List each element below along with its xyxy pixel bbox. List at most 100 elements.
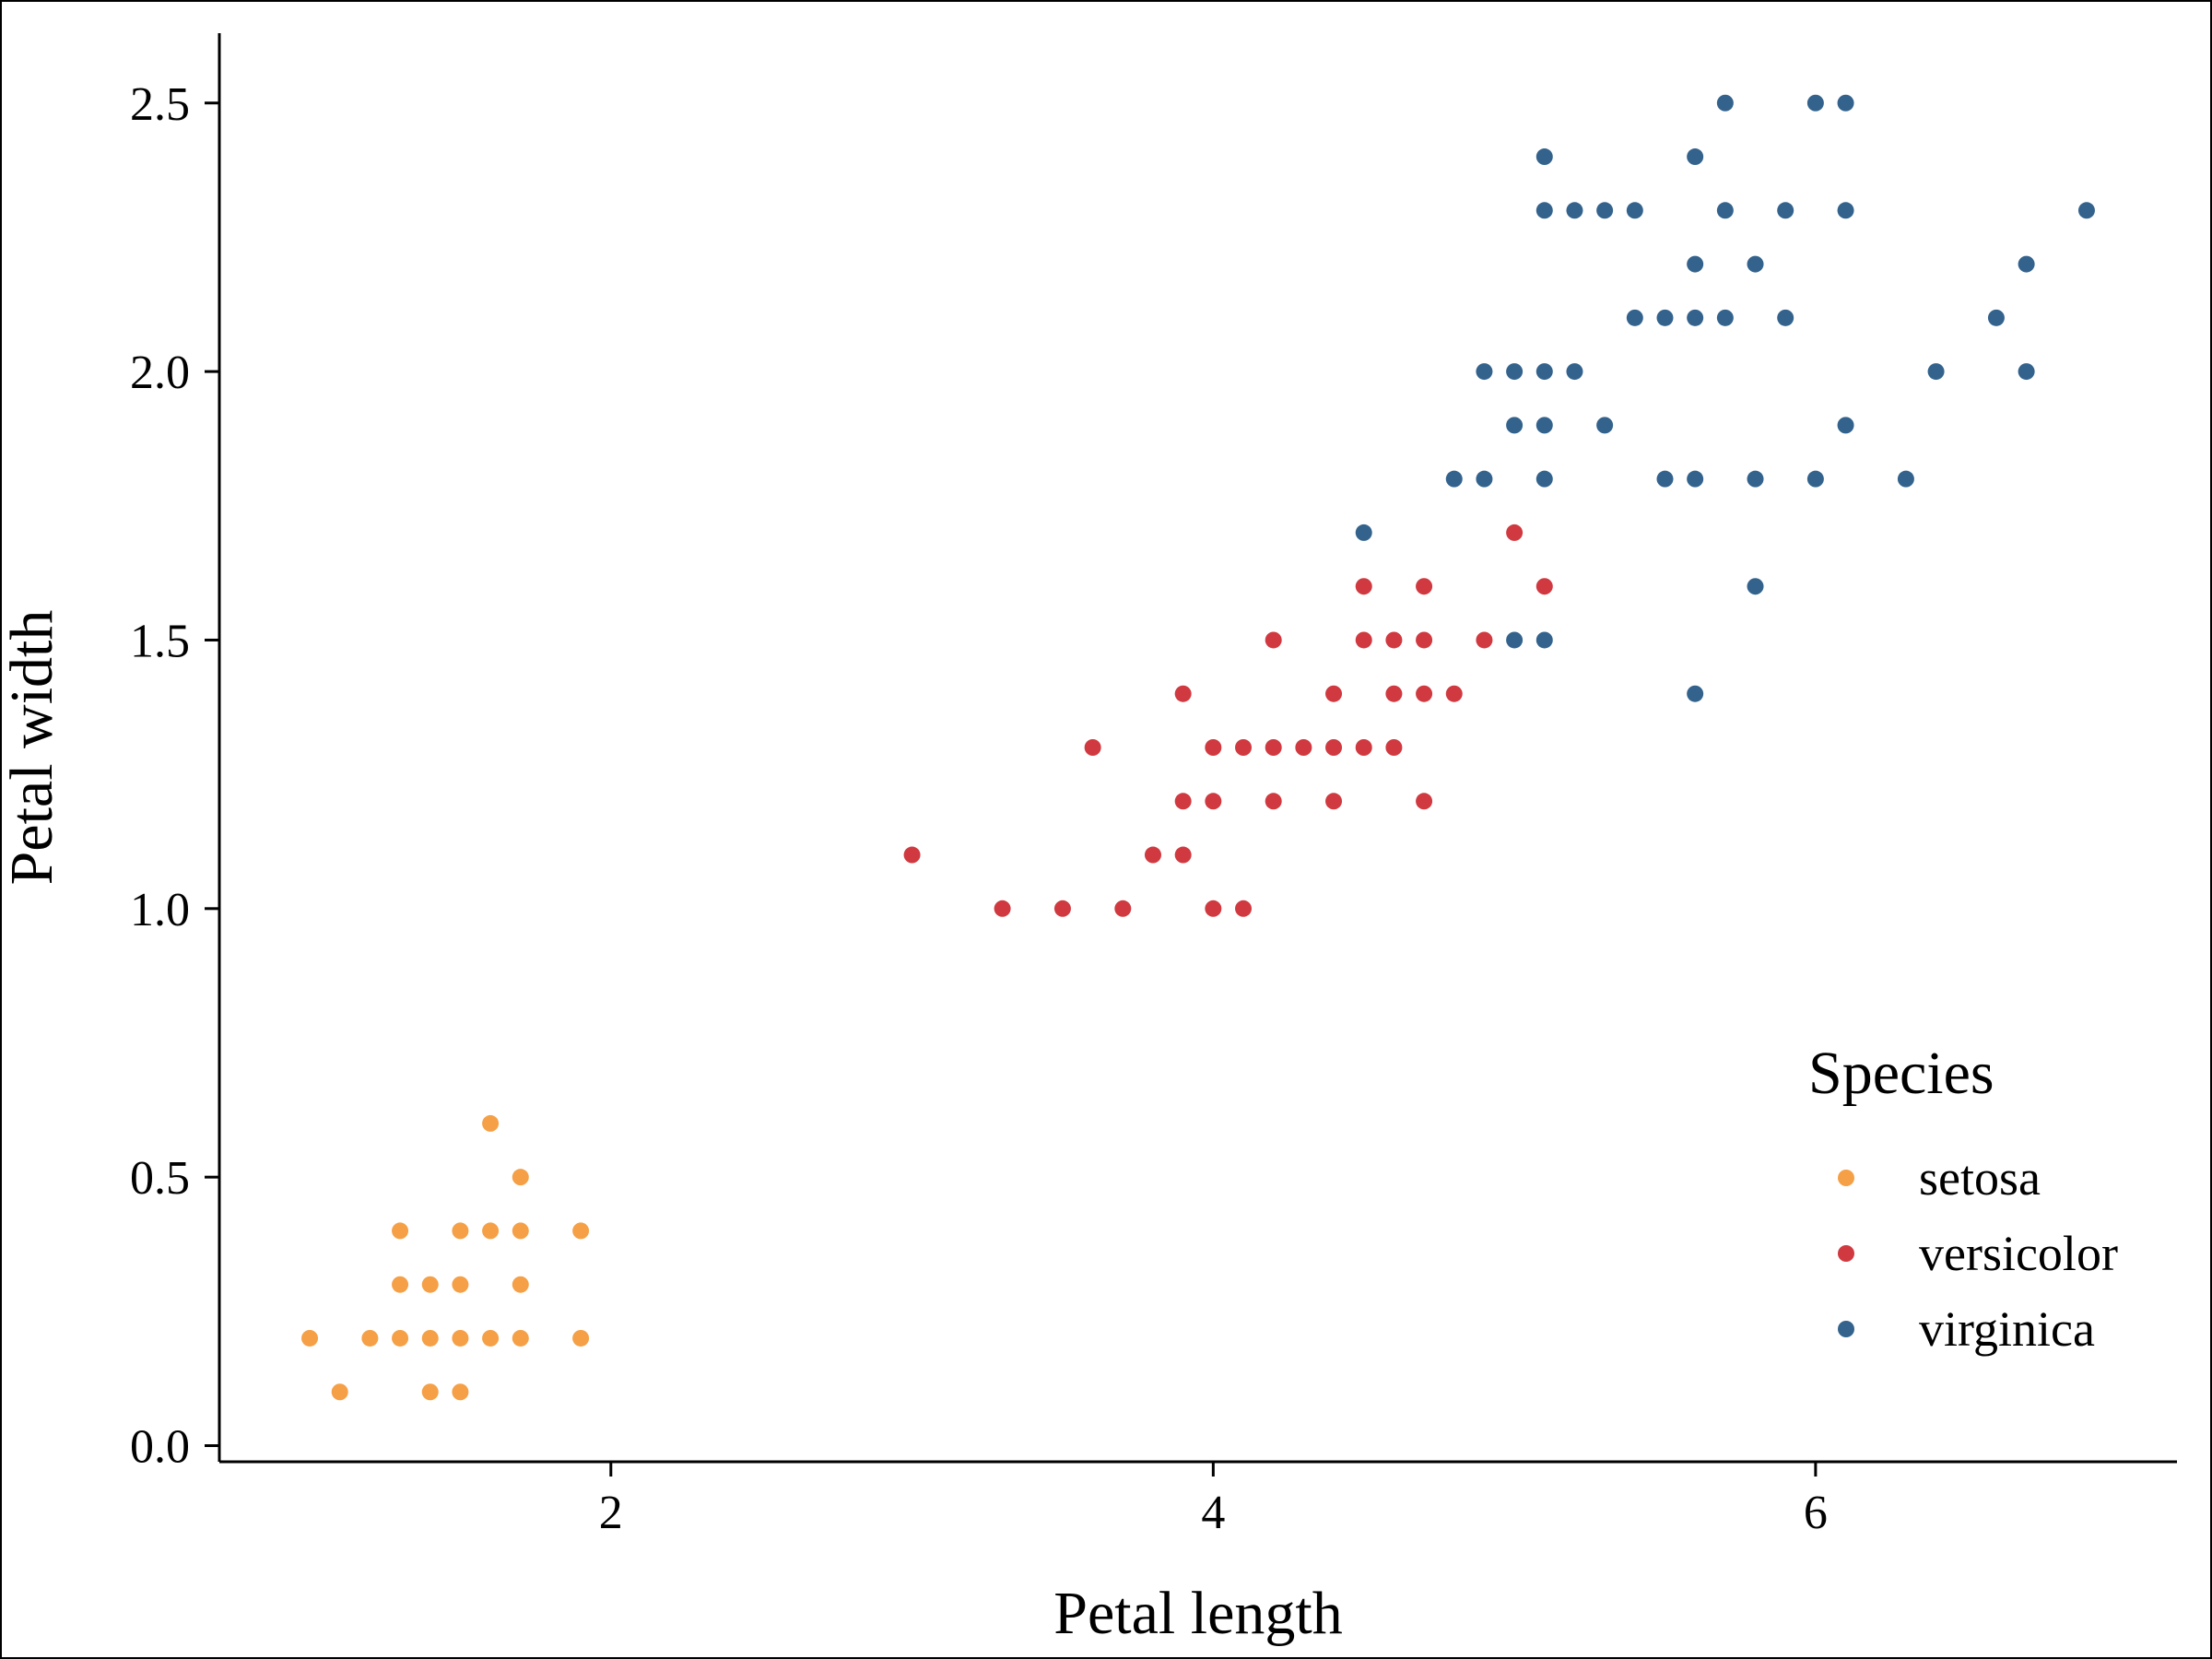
data-point [1385, 631, 1403, 649]
data-point [1385, 685, 1403, 702]
data-point [1656, 470, 1674, 488]
data-point [452, 1329, 469, 1347]
data-point [1385, 739, 1403, 756]
data-point [1806, 470, 1824, 488]
data-point [1535, 470, 1553, 488]
y-tick-label: 2.5 [130, 78, 190, 131]
data-point [1777, 202, 1794, 219]
data-point [361, 1329, 379, 1347]
data-point [301, 1329, 319, 1347]
data-point [1445, 685, 1463, 702]
x-axis-title: Petal length [1053, 1580, 1342, 1647]
data-point [1535, 202, 1553, 219]
data-point [512, 1329, 529, 1347]
data-point [1325, 739, 1343, 756]
data-point [1687, 148, 1704, 166]
data-point [421, 1329, 439, 1347]
data-point [1687, 255, 1704, 273]
data-point [1416, 685, 1433, 702]
legend-label-versicolor: versicolor [1919, 1226, 2118, 1281]
data-point [452, 1222, 469, 1240]
data-point [1837, 202, 1854, 219]
y-tick-label: 0.0 [130, 1421, 190, 1474]
legend-title: Species [1808, 1040, 1994, 1107]
data-point [1265, 793, 1282, 810]
series-virginica [1355, 94, 2095, 702]
data-point [392, 1276, 409, 1293]
data-point [1476, 631, 1493, 649]
data-point [452, 1276, 469, 1293]
data-point [1205, 900, 1222, 917]
data-point [1144, 846, 1161, 864]
data-point [1716, 94, 1734, 112]
data-point [482, 1114, 500, 1132]
data-point [331, 1383, 348, 1401]
data-point [1205, 739, 1222, 756]
data-point [1535, 417, 1553, 434]
data-point [1476, 470, 1493, 488]
data-point [512, 1276, 529, 1293]
data-point [1506, 524, 1524, 541]
data-point [1837, 94, 1854, 112]
data-point [1596, 202, 1614, 219]
data-point [452, 1383, 469, 1401]
data-point [1265, 631, 1282, 649]
data-point [512, 1222, 529, 1240]
data-point [1837, 417, 1854, 434]
data-point [1174, 846, 1192, 864]
data-point [392, 1329, 409, 1347]
data-point [2077, 202, 2095, 219]
data-point [1897, 470, 1914, 488]
data-point [1716, 202, 1734, 219]
data-point [994, 900, 1011, 917]
data-point [1747, 255, 1764, 273]
data-point [1506, 417, 1524, 434]
data-point [1777, 309, 1794, 326]
data-point [482, 1222, 500, 1240]
data-point [1506, 631, 1524, 649]
x-tick-label: 6 [1804, 1487, 1828, 1539]
data-point [421, 1383, 439, 1401]
legend-key-setosa [1838, 1170, 1854, 1186]
data-point [1535, 363, 1553, 381]
data-point [1416, 793, 1433, 810]
legend-key-virginica [1838, 1321, 1854, 1337]
data-point [1806, 94, 1824, 112]
data-point [2018, 255, 2035, 273]
x-tick-label: 2 [599, 1487, 623, 1539]
data-point [1476, 363, 1493, 381]
x-tick-label: 4 [1201, 1487, 1225, 1539]
y-tick-label: 1.0 [130, 884, 190, 936]
series-setosa [301, 1114, 590, 1401]
data-point [392, 1222, 409, 1240]
data-point [572, 1222, 590, 1240]
points-layer [301, 94, 2095, 1401]
data-point [1687, 470, 1704, 488]
data-point [1235, 739, 1253, 756]
data-point [1416, 631, 1433, 649]
data-point [1325, 793, 1343, 810]
data-point [1687, 309, 1704, 326]
data-point [512, 1169, 529, 1186]
data-point [1265, 739, 1282, 756]
data-point [1325, 685, 1343, 702]
y-tick-label: 0.5 [130, 1152, 190, 1205]
data-point [1053, 900, 1071, 917]
legend-key-versicolor [1838, 1245, 1854, 1262]
data-point [1535, 631, 1553, 649]
data-point [1355, 578, 1372, 595]
y-axis-ticks: 0.0 0.5 1.0 1.5 2.0 2.5 [130, 78, 219, 1474]
data-point [1114, 900, 1132, 917]
data-point [1566, 363, 1583, 381]
data-point [1355, 739, 1372, 756]
data-point [1656, 309, 1674, 326]
data-point [1205, 793, 1222, 810]
data-point [1927, 363, 1945, 381]
data-point [1987, 309, 2005, 326]
y-axis-title: Petal width [0, 610, 65, 886]
y-tick-label: 2.0 [130, 347, 190, 399]
data-point [903, 846, 921, 864]
